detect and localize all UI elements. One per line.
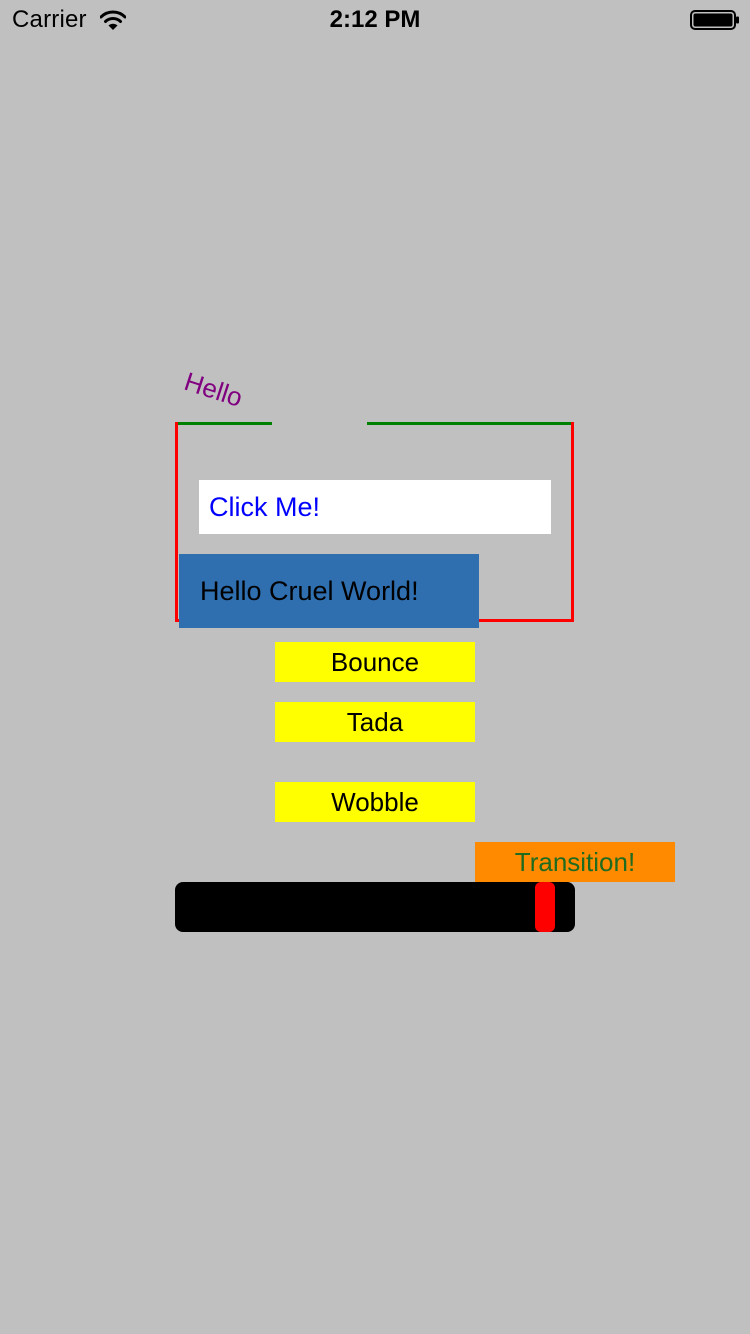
slider-thumb[interactable] [535,882,555,932]
status-bar: Carrier 2:12 PM [0,0,750,40]
tada-button[interactable]: Tada [275,702,475,742]
wifi-icon [100,10,126,30]
transition-button[interactable]: Transition! [475,842,675,882]
battery-icon [690,10,739,30]
click-me-button[interactable]: Click Me! [199,480,551,534]
progress-slider[interactable] [175,882,575,932]
status-time: 2:12 PM [329,6,421,33]
hello-label: Hello [180,366,247,413]
bounce-button[interactable]: Bounce [275,642,475,682]
wobble-button[interactable]: Wobble [275,782,475,822]
carrier-label: Carrier [12,6,87,33]
hello-cruel-world-label: Hello Cruel World! [179,554,479,628]
